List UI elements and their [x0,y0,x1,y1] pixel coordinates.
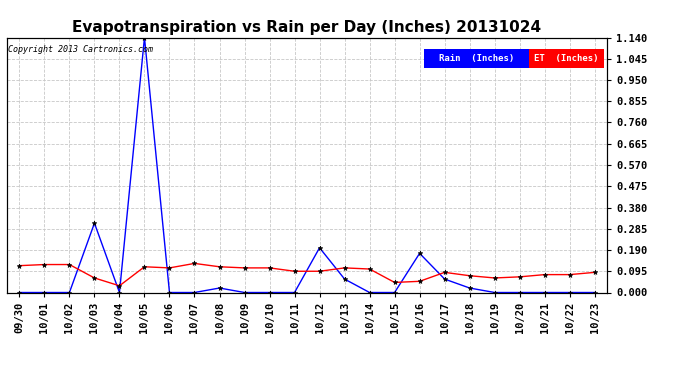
FancyBboxPatch shape [424,49,529,68]
Text: ET  (Inches): ET (Inches) [535,54,599,63]
Title: Evapotranspiration vs Rain per Day (Inches) 20131024: Evapotranspiration vs Rain per Day (Inch… [72,20,542,35]
Text: Rain  (Inches): Rain (Inches) [439,54,514,63]
FancyBboxPatch shape [529,49,604,68]
Text: Copyright 2013 Cartronics.com: Copyright 2013 Cartronics.com [8,45,153,54]
